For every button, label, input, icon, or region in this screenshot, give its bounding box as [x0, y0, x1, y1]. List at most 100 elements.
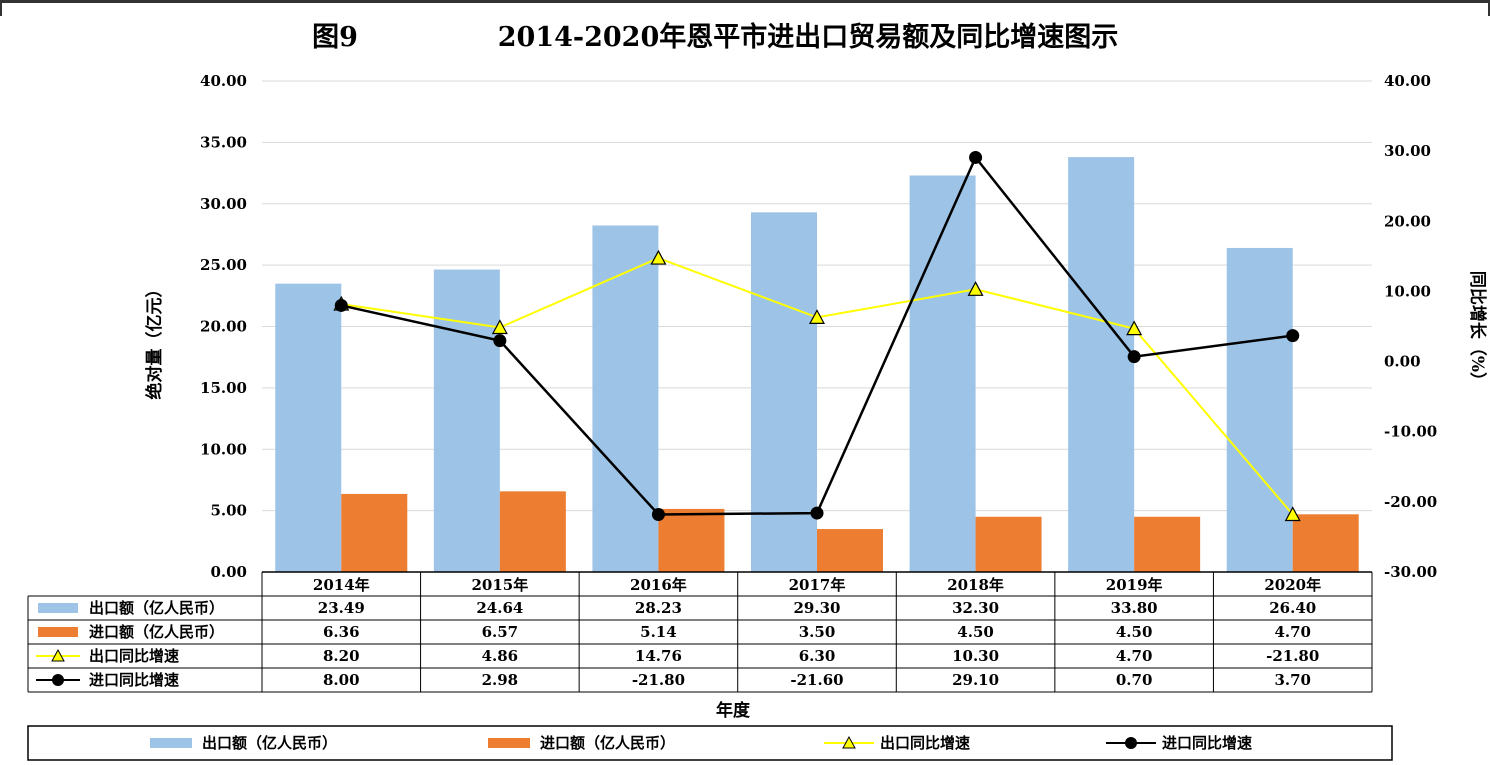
legend-swatch — [842, 735, 856, 749]
x-tick-label: 2018年 — [947, 576, 1004, 594]
y2-tick-label: 30.00 — [1384, 142, 1431, 160]
data-label: 29.30 — [794, 599, 841, 617]
bar — [433, 269, 500, 572]
y-tick-label: 15.00 — [200, 379, 247, 397]
bar — [751, 212, 817, 572]
data-label: 2.98 — [482, 671, 519, 689]
data-label: 23.49 — [318, 599, 365, 617]
legend-label: 进口同比增速 — [1162, 734, 1252, 752]
data-label: 28.23 — [635, 599, 682, 617]
y-tick-label: 35.00 — [200, 133, 247, 151]
data-label: -21.80 — [632, 671, 685, 689]
legend-box — [27, 725, 1393, 761]
point-marker — [1284, 506, 1301, 522]
y-tick-label: 40.00 — [200, 72, 247, 90]
x-axis-title: 年度 — [716, 700, 751, 721]
legend: 出口额（亿人民币） 进口额（亿人民币） 出口同比增速 进口同比增速 — [150, 734, 1252, 752]
data-label: 6.57 — [482, 623, 519, 641]
data-label: 33.80 — [1111, 599, 1158, 617]
y-tick-label: 10.00 — [200, 440, 247, 458]
legend-swatch — [488, 738, 530, 748]
point-marker — [967, 281, 984, 296]
table-legend-key — [51, 648, 65, 662]
bar — [1134, 516, 1201, 572]
y2-tick-label: -30.00 — [1384, 563, 1437, 581]
bar-series — [275, 157, 1359, 573]
bar — [909, 175, 976, 572]
y-tick-label: 25.00 — [200, 256, 247, 274]
table-row-label: 出口同比增速 — [89, 647, 179, 665]
legend-label: 出口额（亿人民币） — [202, 734, 337, 752]
x-tick-label: 2019年 — [1106, 576, 1163, 594]
legend-label: 进口额（亿人民币） — [540, 734, 675, 752]
y2-tick-label: 10.00 — [1384, 282, 1431, 300]
data-label: 3.70 — [1274, 671, 1311, 689]
y2-axis-title: 同比增长（%） — [1467, 271, 1488, 389]
bar — [341, 493, 408, 572]
y2-tick-label: 20.00 — [1384, 212, 1431, 230]
legend-label: 出口同比增速 — [880, 734, 970, 752]
bar — [499, 491, 566, 572]
chart-title-prefix: 图9 — [312, 22, 358, 53]
bar — [1226, 247, 1293, 572]
point-marker — [1127, 350, 1141, 364]
y2-tick-label: -20.00 — [1384, 493, 1437, 511]
data-label: 29.10 — [952, 671, 999, 689]
data-label: 4.86 — [482, 647, 519, 665]
table-legend-key — [52, 674, 64, 686]
bar — [275, 283, 342, 572]
bar — [975, 516, 1042, 572]
bar — [817, 529, 883, 572]
bar — [1292, 514, 1359, 572]
bar — [1068, 157, 1135, 573]
y2-tick-label: -10.00 — [1384, 423, 1437, 441]
data-label: 32.30 — [952, 599, 999, 617]
data-label: 14.76 — [635, 647, 682, 665]
x-tick-label: 2020年 — [1264, 576, 1321, 594]
x-tick-label: 2016年 — [630, 576, 687, 594]
x-tick-label: 2017年 — [789, 576, 846, 594]
data-label: 6.36 — [323, 623, 360, 641]
data-label: 26.40 — [1269, 599, 1316, 617]
y-axis-title: 绝对量（亿元） — [144, 281, 165, 400]
legend-swatch — [1125, 737, 1137, 749]
point-marker — [1126, 320, 1143, 336]
data-label: 4.50 — [1116, 623, 1153, 641]
y-tick-label: 0.00 — [210, 563, 247, 581]
data-table: 2014年 2015年 2016年 2017年 2018年 2019年 2020年出口额（亿… — [27, 571, 1373, 693]
y-tick-label: 30.00 — [200, 195, 247, 213]
y-tick-label: 5.00 — [210, 502, 247, 520]
point-marker — [493, 334, 507, 348]
data-label: -21.80 — [1266, 647, 1319, 665]
table-legend-key — [38, 603, 78, 613]
point-marker — [650, 249, 667, 265]
data-label: 0.70 — [1116, 671, 1153, 689]
line-series — [333, 150, 1301, 522]
data-label: 8.00 — [323, 671, 360, 689]
axes: 0.00 5.00 10.00 15.00 20.00 25.00 30.00 35.00 40… — [200, 72, 1437, 581]
data-label: 24.64 — [476, 599, 523, 617]
legend-swatch — [150, 738, 192, 748]
x-tick-label: 2015年 — [471, 576, 528, 594]
x-tick-label: 2014年 — [313, 576, 370, 594]
point-marker — [810, 506, 824, 520]
data-label: 3.50 — [799, 623, 836, 641]
table-row-label: 出口额（亿人民币） — [89, 599, 224, 617]
data-label: -21.60 — [790, 671, 843, 689]
y2-tick-label: 0.00 — [1384, 353, 1421, 371]
y-tick-label: 20.00 — [200, 318, 247, 336]
data-label: 10.30 — [952, 647, 999, 665]
data-label: 4.50 — [957, 623, 994, 641]
left-border — [0, 0, 2, 16]
right-border — [1488, 0, 1490, 16]
point-marker — [491, 319, 508, 335]
point-marker — [334, 298, 348, 312]
data-label: 6.30 — [799, 647, 836, 665]
bar — [592, 225, 659, 572]
data-label: 4.70 — [1116, 647, 1153, 665]
bar — [658, 508, 725, 572]
point-marker — [969, 150, 983, 164]
data-label: 8.20 — [323, 647, 360, 665]
data-label: 5.14 — [640, 623, 677, 641]
